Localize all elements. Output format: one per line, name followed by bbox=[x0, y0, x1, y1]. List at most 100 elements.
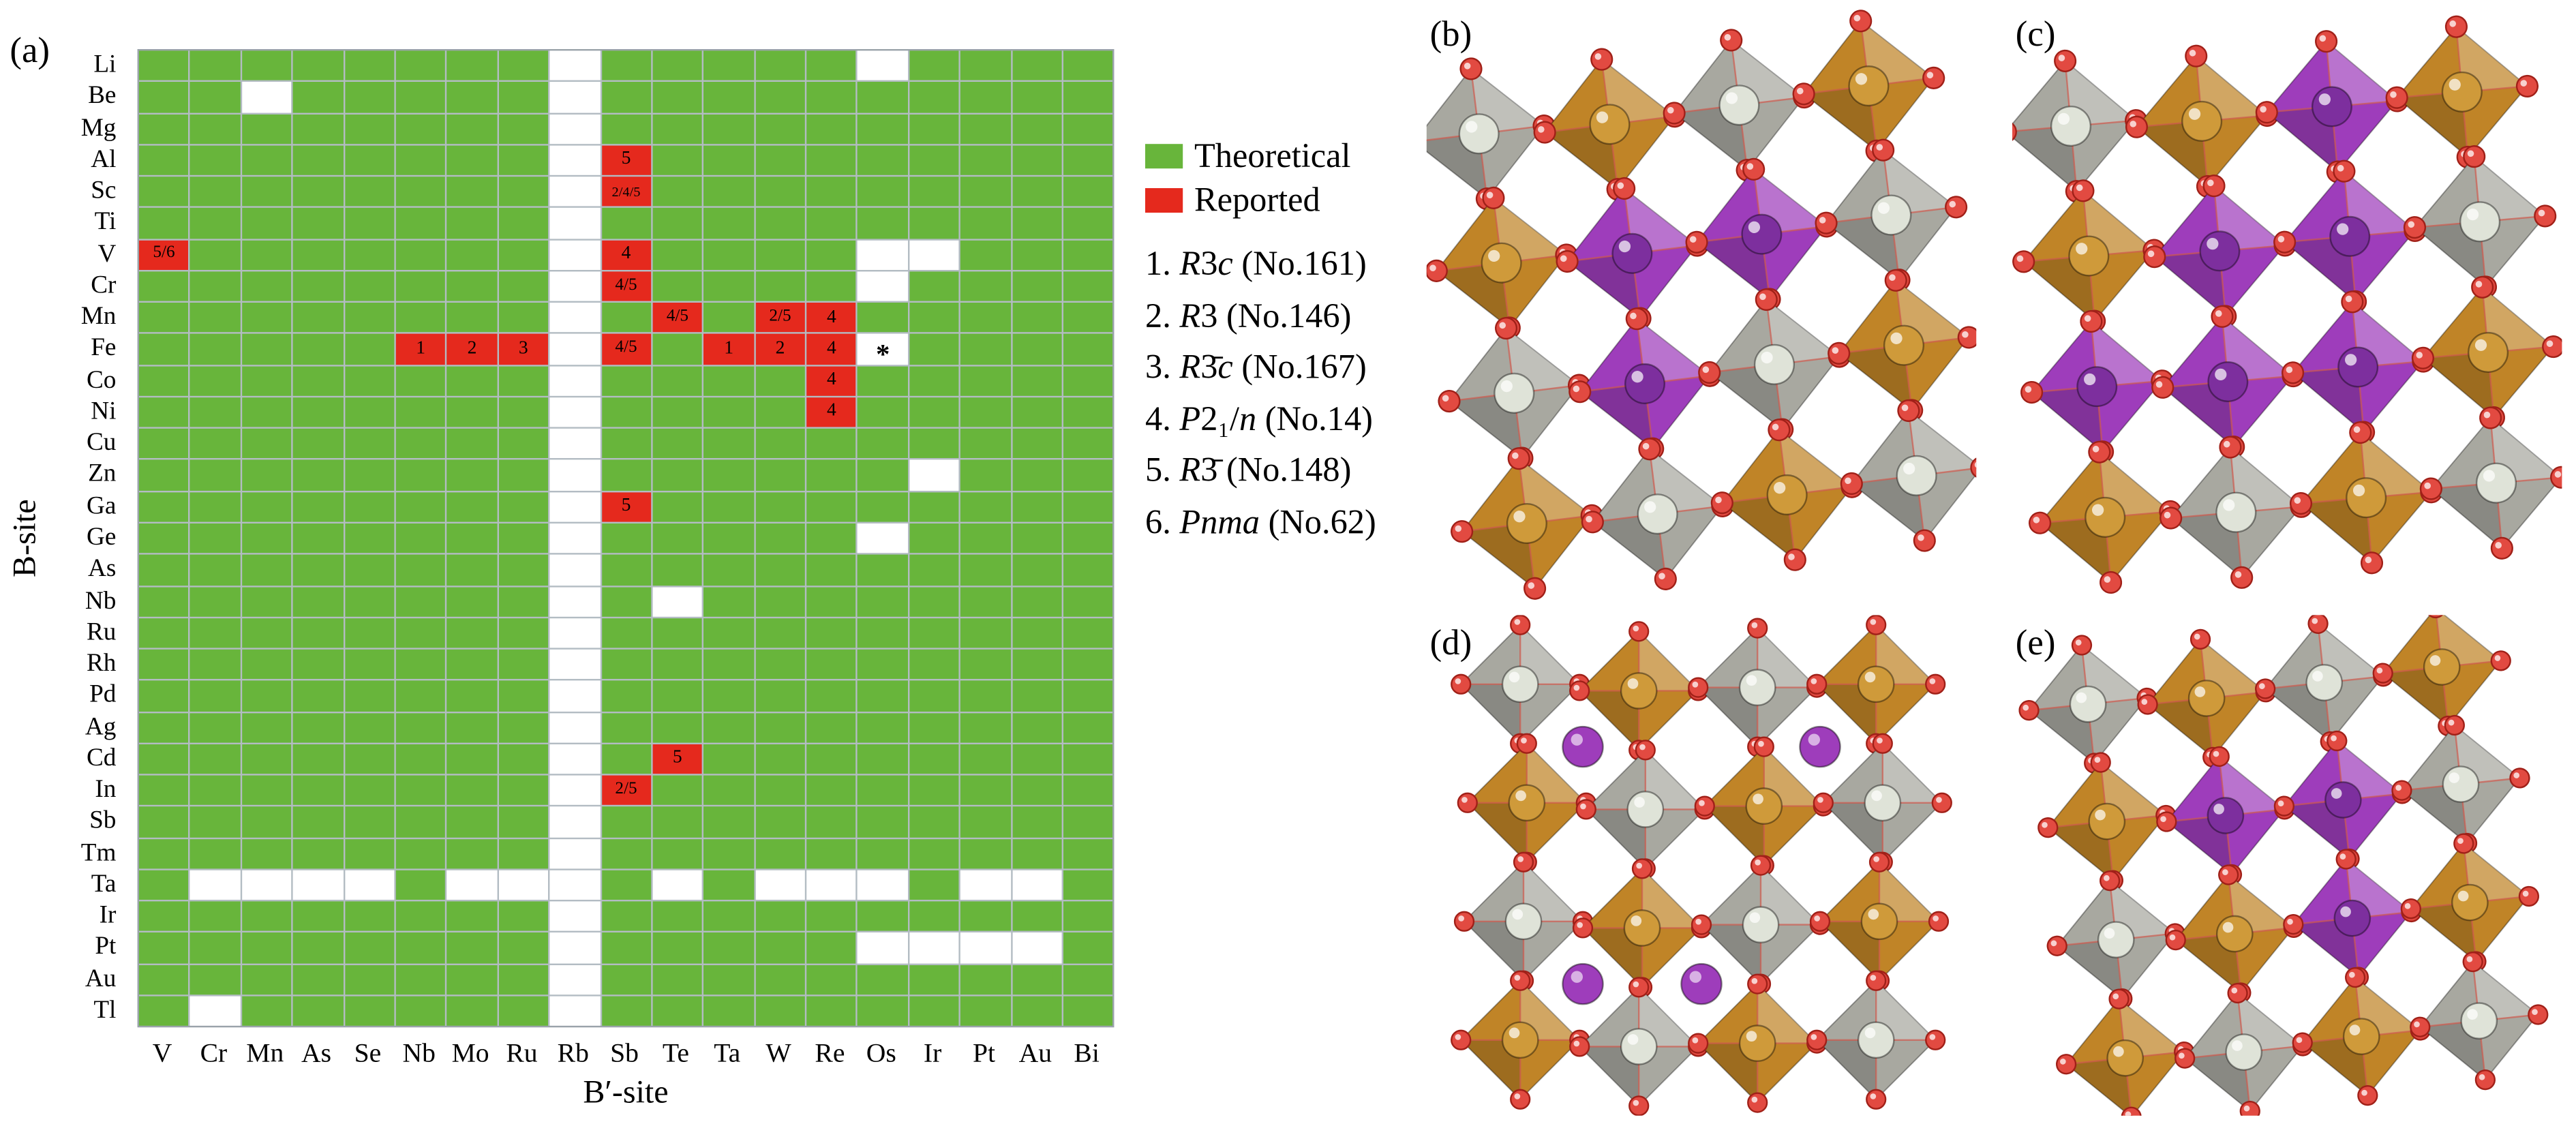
heatmap-cell-Li-Os bbox=[858, 50, 908, 81]
heatmap-cell-As-Ta bbox=[703, 555, 754, 586]
heatmap-cell-Pd-As bbox=[293, 681, 343, 711]
heatmap-cell-Ru-Nb bbox=[395, 618, 446, 648]
heatmap-cell-Ta-Rb bbox=[549, 870, 600, 900]
heatmap-cell-Sb-Ta bbox=[703, 807, 754, 837]
heatmap-cell-Sc-Pt bbox=[960, 177, 1011, 207]
heatmap-cell-Sb-Nb bbox=[395, 807, 446, 837]
space-group-item-3: 3. R3̄c (No.167) bbox=[1145, 346, 1367, 386]
heatmap-cell-Pt-Mn bbox=[241, 933, 292, 963]
heatmap-cell-Ru-Au bbox=[1012, 618, 1062, 648]
heatmap-cell-Zn-Rb bbox=[549, 460, 600, 491]
heatmap-cell-Sb-Mo bbox=[447, 807, 497, 837]
heatmap-cell-Ga-Mn bbox=[241, 491, 292, 522]
heatmap-cell-Ru-W bbox=[755, 618, 805, 648]
col-label-Ir: Ir bbox=[923, 1037, 942, 1069]
crystal-panel-c: (c) bbox=[2012, 7, 2562, 609]
heatmap-cell-Mn-Te: 4/5 bbox=[652, 303, 703, 333]
heatmap-cell-Nb-Bi bbox=[1063, 586, 1114, 617]
col-label-V: V bbox=[152, 1037, 172, 1069]
heatmap-cell-Cr-Cr bbox=[190, 271, 241, 301]
heatmap-cell-Ag-Se bbox=[344, 712, 395, 743]
heatmap-cell-Ti-Ta bbox=[703, 208, 754, 239]
heatmap-cell-Ni-Cr bbox=[190, 397, 241, 427]
heatmap-cell-Ni-Te bbox=[652, 397, 703, 427]
heatmap-cell-Ga-Cr bbox=[190, 491, 241, 522]
heatmap-cell-Cu-Nb bbox=[395, 429, 446, 459]
heatmap-cell-Mn-W: 2/5 bbox=[755, 303, 805, 333]
heatmap-cell-Ti-Re bbox=[806, 208, 857, 239]
heatmap-cell-Ti-Bi bbox=[1063, 208, 1114, 239]
heatmap-cell-Au-Nb bbox=[395, 964, 446, 995]
heatmap-cell-Li-Rb bbox=[549, 50, 600, 81]
heatmap-cell-Mg-Sb bbox=[601, 113, 651, 144]
heatmap-cell-V-Ru bbox=[498, 239, 549, 270]
heatmap-cell-V-Re bbox=[806, 239, 857, 270]
heatmap-cell-Ru-Mn bbox=[241, 618, 292, 648]
heatmap-cell-Mn-As bbox=[293, 303, 343, 333]
heatmap-cell-Rh-Nb bbox=[395, 649, 446, 680]
heatmap-cell-In-Sb: 2/5 bbox=[601, 775, 651, 806]
heatmap-cell-Pt-Ir bbox=[909, 933, 959, 963]
heatmap-cell-Cr-Re bbox=[806, 271, 857, 301]
heatmap-cell-Al-V bbox=[139, 145, 189, 175]
heatmap-cell-In-Nb bbox=[395, 775, 446, 806]
heatmap-cell-Fe-Ir bbox=[909, 334, 959, 365]
heatmap-cell-Cr-Se bbox=[344, 271, 395, 301]
heatmap-cell-Au-Ir bbox=[909, 964, 959, 995]
heatmap-cell-Ag-As bbox=[293, 712, 343, 743]
row-label-Al: Al bbox=[91, 145, 117, 173]
heatmap-cell-Mn-Cr bbox=[190, 303, 241, 333]
heatmap-cell-Sb-Os bbox=[858, 807, 908, 837]
heatmap-cell-Cu-Cr bbox=[190, 429, 241, 459]
heatmap-cell-Ru-Se bbox=[344, 618, 395, 648]
col-label-Sb: Sb bbox=[610, 1037, 639, 1069]
heatmap-cell-Tm-Rb bbox=[549, 838, 600, 869]
heatmap-cell-In-Cr bbox=[190, 775, 241, 806]
heatmap-cell-Mg-Pt bbox=[960, 113, 1011, 144]
col-label-Te: Te bbox=[662, 1037, 689, 1069]
heatmap-cell-Au-Ru bbox=[498, 964, 549, 995]
heatmap-cell-Ru-Ir bbox=[909, 618, 959, 648]
heatmap-cell-Sc-As bbox=[293, 177, 343, 207]
heatmap-cell-Co-Se bbox=[344, 365, 395, 396]
heatmap-cell-Ni-Nb bbox=[395, 397, 446, 427]
heatmap-cell-Be-W bbox=[755, 82, 805, 112]
heatmap-cell-Cr-V bbox=[139, 271, 189, 301]
heatmap-cell-Al-Te bbox=[652, 145, 703, 175]
heatmap-cell-V-Se bbox=[344, 239, 395, 270]
heatmap-cell-In-Te bbox=[652, 775, 703, 806]
heatmap-cell-Au-Au bbox=[1012, 964, 1062, 995]
heatmap-cell-Ge-Re bbox=[806, 523, 857, 553]
heatmap-cell-Cu-Re bbox=[806, 429, 857, 459]
row-label-Ir: Ir bbox=[99, 901, 117, 930]
heatmap-cell-Mn-Rb bbox=[549, 303, 600, 333]
heatmap-cell-As-Mo bbox=[447, 555, 497, 586]
heatmap-cell-Ga-Pt bbox=[960, 491, 1011, 522]
heatmap-cell-Ti-Mo bbox=[447, 208, 497, 239]
heatmap-cell-Ga-Te bbox=[652, 491, 703, 522]
heatmap-cell-Cd-Ru bbox=[498, 744, 549, 774]
row-label-Sb: Sb bbox=[89, 807, 117, 835]
heatmap-cell-Zn-Mn bbox=[241, 460, 292, 491]
heatmap-cell-Sc-Ir bbox=[909, 177, 959, 207]
heatmap-cell-Fe-Pt bbox=[960, 334, 1011, 365]
heatmap-cell-As-Te bbox=[652, 555, 703, 586]
heatmap-cell-Cd-Ir bbox=[909, 744, 959, 774]
heatmap-cell-Cd-As bbox=[293, 744, 343, 774]
col-label-Mo: Mo bbox=[451, 1037, 489, 1069]
heatmap-cell-Al-Bi bbox=[1063, 145, 1114, 175]
heatmap-cell-Ti-W bbox=[755, 208, 805, 239]
col-label-As: As bbox=[301, 1037, 332, 1069]
heatmap-cell-Be-V bbox=[139, 82, 189, 112]
heatmap-cell-Zn-Bi bbox=[1063, 460, 1114, 491]
heatmap-cell-Zn-Re bbox=[806, 460, 857, 491]
heatmap-cell-Mn-Mo bbox=[447, 303, 497, 333]
heatmap-cell-Pd-W bbox=[755, 681, 805, 711]
heatmap-cell-Ir-Cr bbox=[190, 901, 241, 932]
heatmap-cell-Mg-Re bbox=[806, 113, 857, 144]
heatmap-cell-Be-Te bbox=[652, 82, 703, 112]
heatmap-cell-Au-Pt bbox=[960, 964, 1011, 995]
heatmap-cell-Zn-Ta bbox=[703, 460, 754, 491]
heatmap-cell-Pt-Cr bbox=[190, 933, 241, 963]
heatmap-cell-Tm-Sb bbox=[601, 838, 651, 869]
